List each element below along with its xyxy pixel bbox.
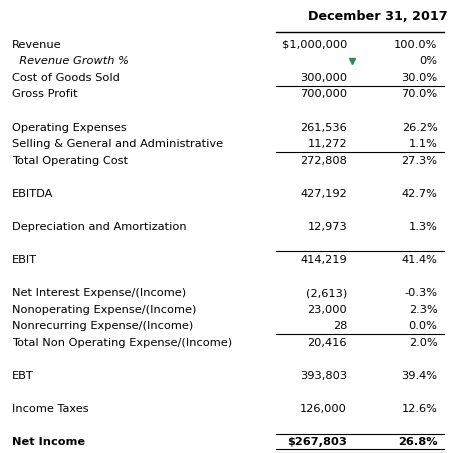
Text: Net Income: Net Income (12, 437, 85, 447)
Text: 272,808: 272,808 (300, 156, 347, 166)
Text: 300,000: 300,000 (300, 73, 347, 83)
Text: Income Taxes: Income Taxes (12, 404, 88, 414)
Text: 12,973: 12,973 (307, 222, 347, 232)
Text: 393,803: 393,803 (300, 371, 347, 381)
Text: 1.3%: 1.3% (409, 222, 438, 232)
Text: 70.0%: 70.0% (401, 89, 438, 99)
Text: Revenue Growth %: Revenue Growth % (12, 56, 128, 66)
Text: $1,000,000: $1,000,000 (282, 40, 347, 50)
Text: 42.7%: 42.7% (402, 189, 438, 199)
Text: Gross Profit: Gross Profit (12, 89, 77, 99)
Text: 28: 28 (333, 321, 347, 331)
Text: EBITDA: EBITDA (12, 189, 53, 199)
Text: 12.6%: 12.6% (402, 404, 438, 414)
Text: 23,000: 23,000 (307, 305, 347, 315)
Text: 1.1%: 1.1% (409, 139, 438, 149)
Text: (2,613): (2,613) (306, 288, 347, 298)
Text: 26.2%: 26.2% (402, 123, 438, 133)
Text: $267,803: $267,803 (287, 437, 347, 447)
Text: Total Non Operating Expense/(Income): Total Non Operating Expense/(Income) (12, 338, 232, 348)
Text: 700,000: 700,000 (300, 89, 347, 99)
Text: Nonrecurring Expense/(Income): Nonrecurring Expense/(Income) (12, 321, 193, 331)
Text: 41.4%: 41.4% (402, 255, 438, 265)
Text: 2.0%: 2.0% (409, 338, 438, 348)
Text: 39.4%: 39.4% (401, 371, 438, 381)
Text: 30.0%: 30.0% (401, 73, 438, 83)
Text: Total Operating Cost: Total Operating Cost (12, 156, 128, 166)
Text: 414,219: 414,219 (300, 255, 347, 265)
Text: Revenue: Revenue (12, 40, 61, 50)
Text: 126,000: 126,000 (300, 404, 347, 414)
Text: 27.3%: 27.3% (401, 156, 438, 166)
Text: 261,536: 261,536 (300, 123, 347, 133)
Text: Cost of Goods Sold: Cost of Goods Sold (12, 73, 119, 83)
Text: Net Interest Expense/(Income): Net Interest Expense/(Income) (12, 288, 186, 298)
Text: 100.0%: 100.0% (394, 40, 438, 50)
Text: Depreciation and Amortization: Depreciation and Amortization (12, 222, 186, 232)
Text: Operating Expenses: Operating Expenses (12, 123, 126, 133)
Text: EBIT: EBIT (12, 255, 37, 265)
Text: December 31, 2017: December 31, 2017 (308, 10, 448, 23)
Text: 20,416: 20,416 (307, 338, 347, 348)
Text: 2.3%: 2.3% (409, 305, 438, 315)
Text: 0.0%: 0.0% (409, 321, 438, 331)
Text: 26.8%: 26.8% (398, 437, 438, 447)
Text: 0%: 0% (419, 56, 438, 66)
Text: EBT: EBT (12, 371, 33, 381)
Text: 427,192: 427,192 (300, 189, 347, 199)
Text: Nonoperating Expense/(Income): Nonoperating Expense/(Income) (12, 305, 196, 315)
Text: 11,272: 11,272 (307, 139, 347, 149)
Text: -0.3%: -0.3% (405, 288, 438, 298)
Text: Selling & General and Administrative: Selling & General and Administrative (12, 139, 223, 149)
